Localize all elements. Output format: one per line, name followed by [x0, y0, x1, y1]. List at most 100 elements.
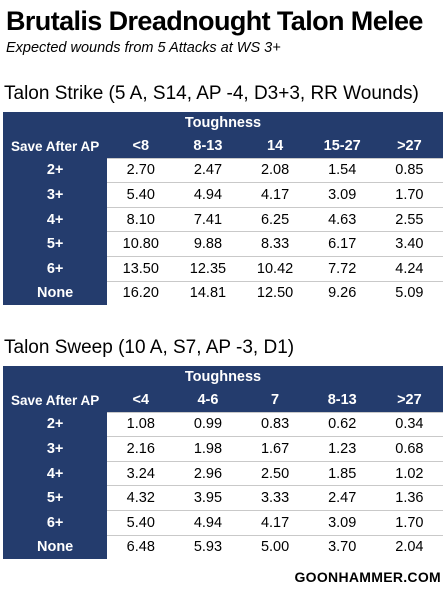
save-row-label: None: [3, 535, 108, 560]
toughness-column-header: 4-6: [174, 388, 242, 413]
wound-value-cell: 3.95: [174, 485, 242, 511]
save-row-label: 5+: [3, 231, 108, 257]
save-row-label: 2+: [3, 412, 108, 437]
toughness-column-header: 15-27: [308, 134, 376, 159]
toughness-column-header: <8: [107, 134, 175, 159]
wound-value-cell: 1.98: [174, 436, 242, 462]
talon-strike-table: Toughness Save After AP <8 8-13 14 15-27 >27 2+…: [3, 112, 443, 306]
table-row: 6+ 13.50 12.35 10.42 7.72 4.24: [3, 255, 443, 282]
wound-value-cell: 0.68: [375, 436, 443, 462]
toughness-label: Toughness: [3, 112, 443, 134]
save-row-label: 4+: [3, 461, 108, 486]
wound-value-cell: 0.99: [174, 411, 242, 437]
wound-value-cell: 0.83: [241, 411, 309, 437]
wound-value-cell: 3.70: [308, 534, 376, 560]
wound-value-cell: 5.00: [241, 534, 309, 560]
save-row-label: 4+: [3, 207, 108, 232]
table-row: None 16.20 14.81 12.50 9.26 5.09: [3, 280, 443, 306]
talon-sweep-title: Talon Sweep (10 A, S7, AP -3, D1): [4, 337, 295, 358]
column-header-row: Save After AP <4 4-6 7 8-13 >27: [3, 388, 443, 413]
page-subtitle: Expected wounds from 5 Attacks at WS 3+: [6, 40, 281, 56]
wound-value-cell: 0.34: [375, 411, 443, 437]
wound-value-cell: 12.50: [241, 280, 309, 306]
wound-value-cell: 4.63: [308, 206, 376, 232]
toughness-column-header: 14: [241, 134, 309, 159]
wound-value-cell: 6.25: [241, 206, 309, 232]
wound-value-cell: 16.20: [107, 280, 175, 306]
table-row: 2+ 1.08 0.99 0.83 0.62 0.34: [3, 411, 443, 437]
wound-value-cell: 9.26: [308, 280, 376, 306]
save-row-label: 5+: [3, 485, 108, 511]
save-after-ap-header: Save After AP: [3, 388, 108, 413]
wound-value-cell: 2.47: [174, 157, 242, 183]
wound-value-cell: 2.55: [375, 206, 443, 232]
save-after-ap-header: Save After AP: [3, 134, 108, 159]
wound-value-cell: 7.72: [308, 255, 376, 282]
wound-value-cell: 1.70: [375, 509, 443, 536]
table-row: 5+ 4.32 3.95 3.33 2.47 1.36: [3, 485, 443, 511]
wound-value-cell: 1.70: [375, 182, 443, 208]
save-row-label: 3+: [3, 182, 108, 208]
wound-value-cell: 3.24: [107, 460, 175, 486]
wound-value-cell: 4.32: [107, 485, 175, 511]
table-row: 3+ 2.16 1.98 1.67 1.23 0.68: [3, 436, 443, 462]
table-row: None 6.48 5.93 5.00 3.70 2.04: [3, 534, 443, 560]
toughness-column-header: 8-13: [174, 134, 242, 159]
wound-value-cell: 5.40: [107, 509, 175, 536]
wound-value-cell: 3.33: [241, 485, 309, 511]
save-row-label: 3+: [3, 436, 108, 462]
wound-value-cell: 7.41: [174, 206, 242, 232]
toughness-header-row: Toughness: [3, 366, 443, 388]
toughness-column-header: 7: [241, 388, 309, 413]
wound-value-cell: 2.70: [107, 157, 175, 183]
wound-value-cell: 10.42: [241, 255, 309, 282]
talon-strike-title: Talon Strike (5 A, S14, AP -4, D3+3, RR …: [4, 83, 419, 104]
wound-value-cell: 4.24: [375, 255, 443, 282]
toughness-header-row: Toughness: [3, 112, 443, 134]
wound-value-cell: 1.85: [308, 460, 376, 486]
wound-value-cell: 12.35: [174, 255, 242, 282]
wound-value-cell: 3.40: [375, 231, 443, 257]
wound-value-cell: 5.40: [107, 182, 175, 208]
wound-value-cell: 1.02: [375, 460, 443, 486]
site-credit: GOONHAMMER.COM: [294, 569, 441, 585]
table-row: 4+ 8.10 7.41 6.25 4.63 2.55: [3, 206, 443, 232]
wound-value-cell: 9.88: [174, 231, 242, 257]
table-row: 3+ 5.40 4.94 4.17 3.09 1.70: [3, 182, 443, 208]
wound-value-cell: 2.47: [308, 485, 376, 511]
page-title: Brutalis Dreadnought Talon Melee: [6, 6, 423, 36]
wound-value-cell: 1.36: [375, 485, 443, 511]
save-row-label: 2+: [3, 158, 108, 183]
wound-value-cell: 13.50: [107, 255, 175, 282]
table-row: 2+ 2.70 2.47 2.08 1.54 0.85: [3, 157, 443, 183]
save-row-label: None: [3, 281, 108, 306]
wound-value-cell: 10.80: [107, 231, 175, 257]
wound-value-cell: 4.17: [241, 182, 309, 208]
wound-value-cell: 14.81: [174, 280, 242, 306]
wound-value-cell: 2.08: [241, 157, 309, 183]
wound-value-cell: 4.17: [241, 509, 309, 536]
wound-value-cell: 2.50: [241, 460, 309, 486]
wound-value-cell: 6.48: [107, 534, 175, 560]
wound-value-cell: 4.94: [174, 509, 242, 536]
toughness-column-header: <4: [107, 388, 175, 413]
wound-value-cell: 1.54: [308, 157, 376, 183]
wound-value-cell: 0.85: [375, 157, 443, 183]
wound-value-cell: 0.62: [308, 411, 376, 437]
column-header-row: Save After AP <8 8-13 14 15-27 >27: [3, 134, 443, 159]
wound-value-cell: 8.10: [107, 206, 175, 232]
table-row: 5+ 10.80 9.88 8.33 6.17 3.40: [3, 231, 443, 257]
wound-value-cell: 1.67: [241, 436, 309, 462]
toughness-column-header: >27: [375, 388, 443, 413]
table-row: 6+ 5.40 4.94 4.17 3.09 1.70: [3, 509, 443, 536]
wound-value-cell: 6.17: [308, 231, 376, 257]
wound-value-cell: 1.23: [308, 436, 376, 462]
wound-value-cell: 2.96: [174, 460, 242, 486]
wound-value-cell: 5.93: [174, 534, 242, 560]
save-row-label: 6+: [3, 256, 108, 282]
wound-value-cell: 2.16: [107, 436, 175, 462]
wound-value-cell: 3.09: [308, 509, 376, 536]
wound-value-cell: 3.09: [308, 182, 376, 208]
wound-value-cell: 1.08: [107, 411, 175, 437]
toughness-label: Toughness: [3, 366, 443, 388]
